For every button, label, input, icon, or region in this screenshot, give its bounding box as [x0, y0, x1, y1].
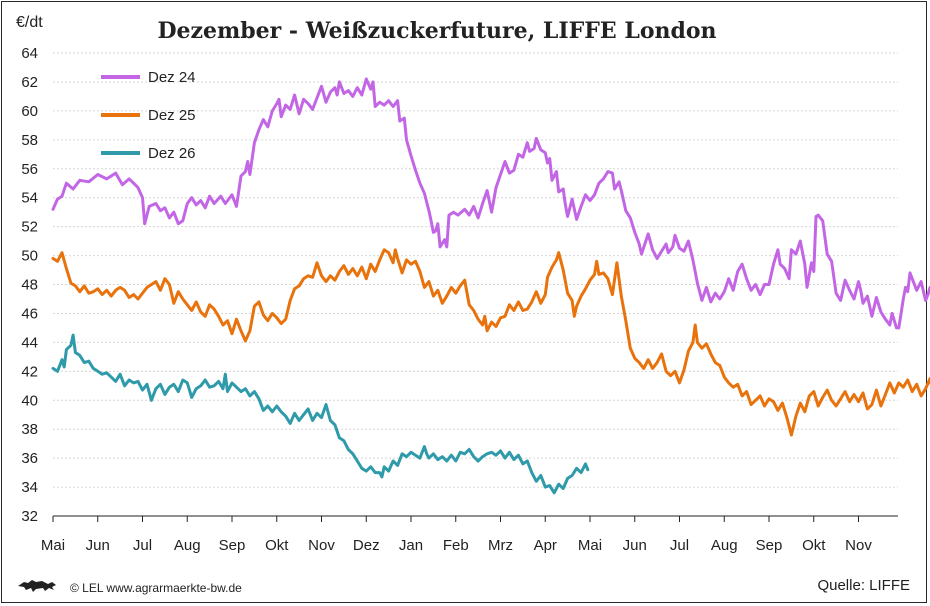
y-tick-label: 32	[21, 508, 38, 525]
y-tick-label: 58	[21, 132, 38, 149]
x-tick-label: Sep	[219, 537, 246, 554]
y-tick-label: 44	[21, 334, 38, 351]
series-line-dez-26	[51, 333, 590, 495]
y-tick-label: 42	[21, 363, 38, 380]
x-tick-label: Jun	[86, 537, 110, 554]
y-tick-labels: 32 34 36 38 40 42 44 46 48 50 52 54 56 58 60 62 64	[21, 45, 38, 525]
x-tick-label: Nov	[308, 537, 335, 554]
series-lines	[51, 77, 930, 495]
x-tick-label: Jan	[399, 537, 423, 554]
y-tick-label: 64	[21, 45, 38, 62]
x-tick-labels: Mai Jun Jul Aug Sep Okt Nov Dez Jan Feb Mrz Apr Mai J…	[41, 537, 872, 554]
y-tick-label: 46	[21, 305, 38, 322]
legend-label: Dez 25	[148, 107, 196, 124]
x-tick-label: Okt	[265, 537, 289, 554]
legend: Dez 24 Dez 25 Dez 26	[101, 69, 196, 162]
y-tick-label: 38	[21, 421, 38, 438]
y-tick-label: 60	[21, 103, 38, 120]
y-axis-unit: €/dt	[16, 14, 43, 31]
y-tick-label: 52	[21, 219, 38, 236]
x-tick-label: Nov	[845, 537, 872, 554]
x-tick-label: Okt	[802, 537, 826, 554]
y-tick-label: 34	[21, 479, 38, 496]
x-tick-label: Apr	[534, 537, 557, 554]
gridlines	[53, 52, 898, 488]
x-tick-label: Jun	[623, 537, 647, 554]
y-tick-label: 40	[21, 392, 38, 409]
y-tick-label: 50	[21, 248, 38, 265]
x-tick-label: Jul	[133, 537, 152, 554]
y-tick-label: 48	[21, 277, 38, 294]
footer-credit: © LEL www.agrarmaerkte-bw.de	[70, 581, 242, 595]
x-tick-label: Mrz	[488, 537, 513, 554]
legend-label: Dez 24	[148, 69, 196, 86]
y-tick-label: 54	[21, 190, 38, 207]
x-tick-label: Dez	[353, 537, 380, 554]
x-tick-label: Aug	[711, 537, 738, 554]
legend-label: Dez 26	[148, 145, 196, 162]
series-line-dez-24	[51, 77, 930, 330]
axes	[52, 515, 898, 522]
x-tick-label: Mai	[41, 537, 65, 554]
y-tick-label: 62	[21, 74, 38, 91]
y-tick-label: 56	[21, 161, 38, 178]
x-tick-label: Feb	[443, 537, 469, 554]
series-line-dez-25	[51, 248, 930, 437]
x-tick-label: Aug	[174, 537, 201, 554]
x-tick-label: Mai	[578, 537, 602, 554]
x-tick-label: Sep	[756, 537, 783, 554]
chart-title: Dezember - Weißzuckerfuture, LIFFE Londo…	[157, 18, 716, 44]
y-tick-label: 36	[21, 450, 38, 467]
lion-logo-icon	[18, 580, 56, 592]
x-tick-label: Jul	[670, 537, 689, 554]
footer-source: Quelle: LIFFE	[817, 577, 910, 594]
